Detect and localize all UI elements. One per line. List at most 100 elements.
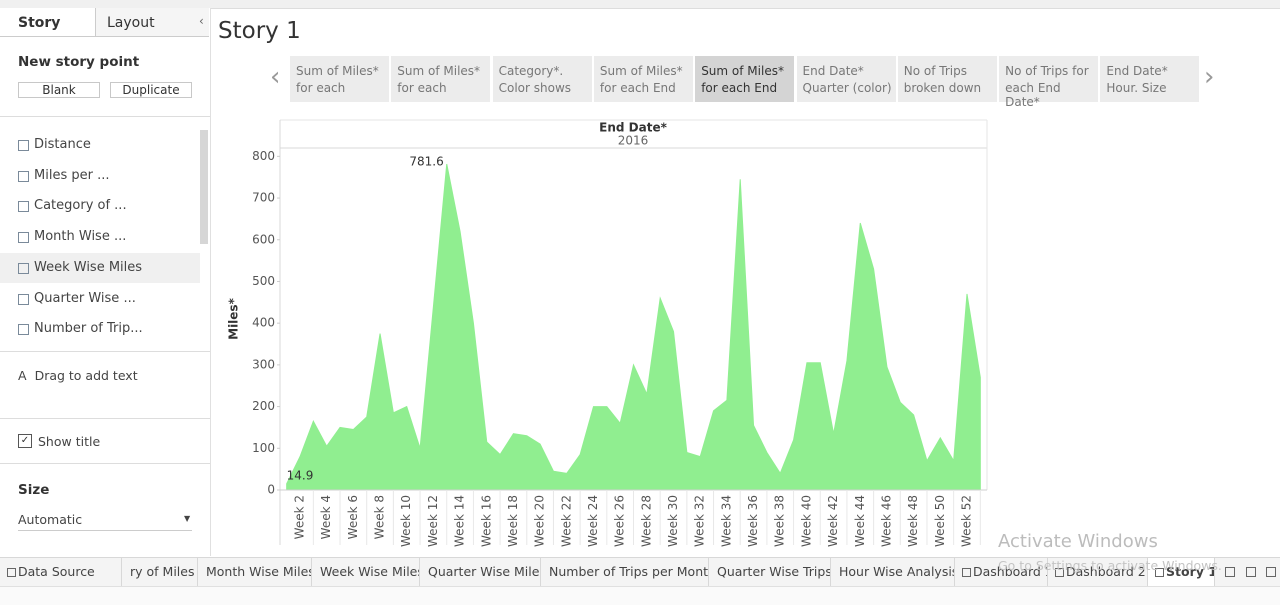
sheet-tab[interactable]: Hour Wise Analysis <box>831 558 955 586</box>
sheet-label: Number of Trip... <box>34 321 143 337</box>
story-point-line: No of Trips for <box>1005 64 1089 78</box>
collapse-icon[interactable]: ‹ <box>199 14 204 28</box>
show-title-checkbox[interactable]: ✓ <box>18 434 32 448</box>
sheet-tab-label: Month Wise Miles <box>206 564 312 579</box>
sheet-label: Month Wise ... <box>34 229 127 245</box>
x-tick-label: Week 20 <box>533 495 547 547</box>
y-tick-label: 700 <box>252 191 275 205</box>
sheet-tab[interactable]: Month Wise Miles <box>198 558 312 586</box>
sheet-tab[interactable]: ry of Miles <box>122 558 198 586</box>
story-point[interactable]: Sum of Miles* for each <box>391 56 491 102</box>
scrollbar[interactable] <box>200 130 208 244</box>
sheet-tab[interactable]: Dashboard 2 <box>1048 558 1148 586</box>
show-title-label: Show title <box>38 434 101 449</box>
prev-arrow[interactable]: ‹ <box>270 62 281 92</box>
x-tick-label: Week 14 <box>453 495 467 547</box>
chart: End Date* 2016 Miles* 0 100 200 300 400 500 60… <box>227 119 988 547</box>
story-point-line: Sum of Miles* <box>296 64 379 78</box>
tab-story[interactable]: Story <box>0 8 96 37</box>
sheet-list: Distance Miles per ... Category of ... Mont… <box>0 130 210 350</box>
sheet-item[interactable]: Month Wise ... <box>0 222 200 252</box>
area <box>286 163 981 491</box>
sheet-label: Miles per ... <box>34 167 110 183</box>
sheet-label: Quarter Wise ... <box>34 290 136 306</box>
story-point-line: Hour. Size <box>1106 81 1167 95</box>
story-point-line: for each End <box>599 81 676 95</box>
sheet-tab[interactable]: Week Wise Miles <box>312 558 420 586</box>
x-tick-label: Week 52 <box>959 495 973 547</box>
story-point-line: Sum of Miles* <box>701 64 784 78</box>
story-point[interactable]: Sum of Miles* for each <box>290 56 389 102</box>
story-point-line: Quarter (color) <box>802 81 892 95</box>
story-title: Story 1 <box>218 18 301 44</box>
sheet-item[interactable]: Category of ... <box>0 191 200 221</box>
x-tick-label: Week 2 <box>293 495 307 539</box>
sheet-label: Week Wise Miles <box>34 259 143 275</box>
sheet-tab[interactable]: Story 1 <box>1148 558 1215 586</box>
story-point-line: No of Trips <box>903 64 968 78</box>
tab-action-icon[interactable] <box>1266 567 1276 577</box>
story-point[interactable]: End Date* Quarter (color) <box>796 56 896 102</box>
top-strip <box>0 0 1280 9</box>
y-tick-label: 200 <box>252 399 275 413</box>
size-dropdown[interactable]: Automatic ▼ <box>18 512 192 531</box>
sheet-tab[interactable]: Dashboard 1 <box>955 558 1048 586</box>
sheet-tab[interactable]: Quarter Wise Miles <box>420 558 541 586</box>
sheet-tab-icon <box>962 568 971 577</box>
watermark-text: Go to Settings to activate Windows. <box>998 558 1222 573</box>
sheet-item[interactable]: Miles per ... <box>0 161 200 191</box>
story-point-line: for each <box>397 81 447 95</box>
x-tick-label: Week 12 <box>426 495 440 547</box>
x-tick-label: Week 8 <box>373 495 387 539</box>
sheet-tab-label: Dashboard 2 <box>1066 564 1146 579</box>
x-tick-label: Week 44 <box>853 495 867 547</box>
sheet-icon <box>18 232 29 244</box>
sheet-tab[interactable]: Number of Trips per Month <box>541 558 709 586</box>
status-bar <box>0 586 1280 605</box>
story-point[interactable]: Sum of Miles* for each End <box>593 56 693 102</box>
next-arrow[interactable]: › <box>1204 62 1215 92</box>
sheet-icon <box>18 262 29 274</box>
sheet-tabs: Data Source ry of Miles Month Wise Miles We… <box>0 557 1280 586</box>
new-story-point-label: New story point <box>18 54 140 70</box>
story-point[interactable]: No of Trips for each End Date* <box>999 56 1099 109</box>
story-point[interactable]: No of Trips broken down <box>897 56 997 102</box>
sheet-item[interactable]: Quarter Wise ... <box>0 284 200 314</box>
drag-text-item[interactable]: A Drag to add text <box>18 368 138 383</box>
story-point[interactable]: Category*. Color shows <box>492 56 592 102</box>
story-point[interactable]: Sum of Miles* for each End <box>695 56 795 102</box>
sheet-label: Distance <box>34 137 91 152</box>
tab-action-icon[interactable] <box>1225 567 1235 577</box>
x-tick-label: Week 40 <box>799 495 813 547</box>
sheet-icon <box>18 140 29 151</box>
x-tick-label: Week 42 <box>826 495 840 547</box>
duplicate-button[interactable]: Duplicate <box>110 82 192 98</box>
x-tick-label: Week 34 <box>719 495 733 547</box>
sheet-tab-icon <box>1055 568 1064 577</box>
blank-button[interactable]: Blank <box>18 82 100 98</box>
story-point[interactable]: End Date* Hour. Size <box>1100 56 1200 102</box>
x-tick-label: Week 30 <box>666 495 680 547</box>
drag-text-label: Drag to add text <box>34 368 138 383</box>
x-tick-label: Week 6 <box>346 495 360 539</box>
sheet-label: Category of ... <box>34 198 127 214</box>
y-tick-label: 100 <box>252 441 275 455</box>
sheet-item[interactable]: Week Wise Miles <box>0 252 200 283</box>
sheet-tab-label: Data Source <box>18 564 95 579</box>
size-value: Automatic <box>18 512 83 527</box>
story-point-line: End Date* <box>1106 64 1168 78</box>
sheet-tab[interactable]: Data Source <box>0 558 122 586</box>
tab-layout[interactable]: Layout ‹ <box>96 8 209 37</box>
sheet-tab-icon <box>1155 568 1164 577</box>
sheet-item[interactable]: Number of Trip... <box>0 314 200 344</box>
x-tick-label: Week 36 <box>746 495 760 547</box>
story-point-line: Sum of Miles* <box>599 64 683 78</box>
data-label: 14.9 <box>287 468 314 482</box>
sheet-item[interactable]: Distance <box>0 130 200 160</box>
x-tick-label: Week 28 <box>639 495 653 547</box>
tab-label: Story <box>18 15 61 31</box>
sheet-tab-label: Week Wise Miles <box>320 564 420 579</box>
tab-action-icon[interactable] <box>1246 567 1256 577</box>
sheet-tab[interactable]: Quarter Wise Trips <box>709 558 831 586</box>
